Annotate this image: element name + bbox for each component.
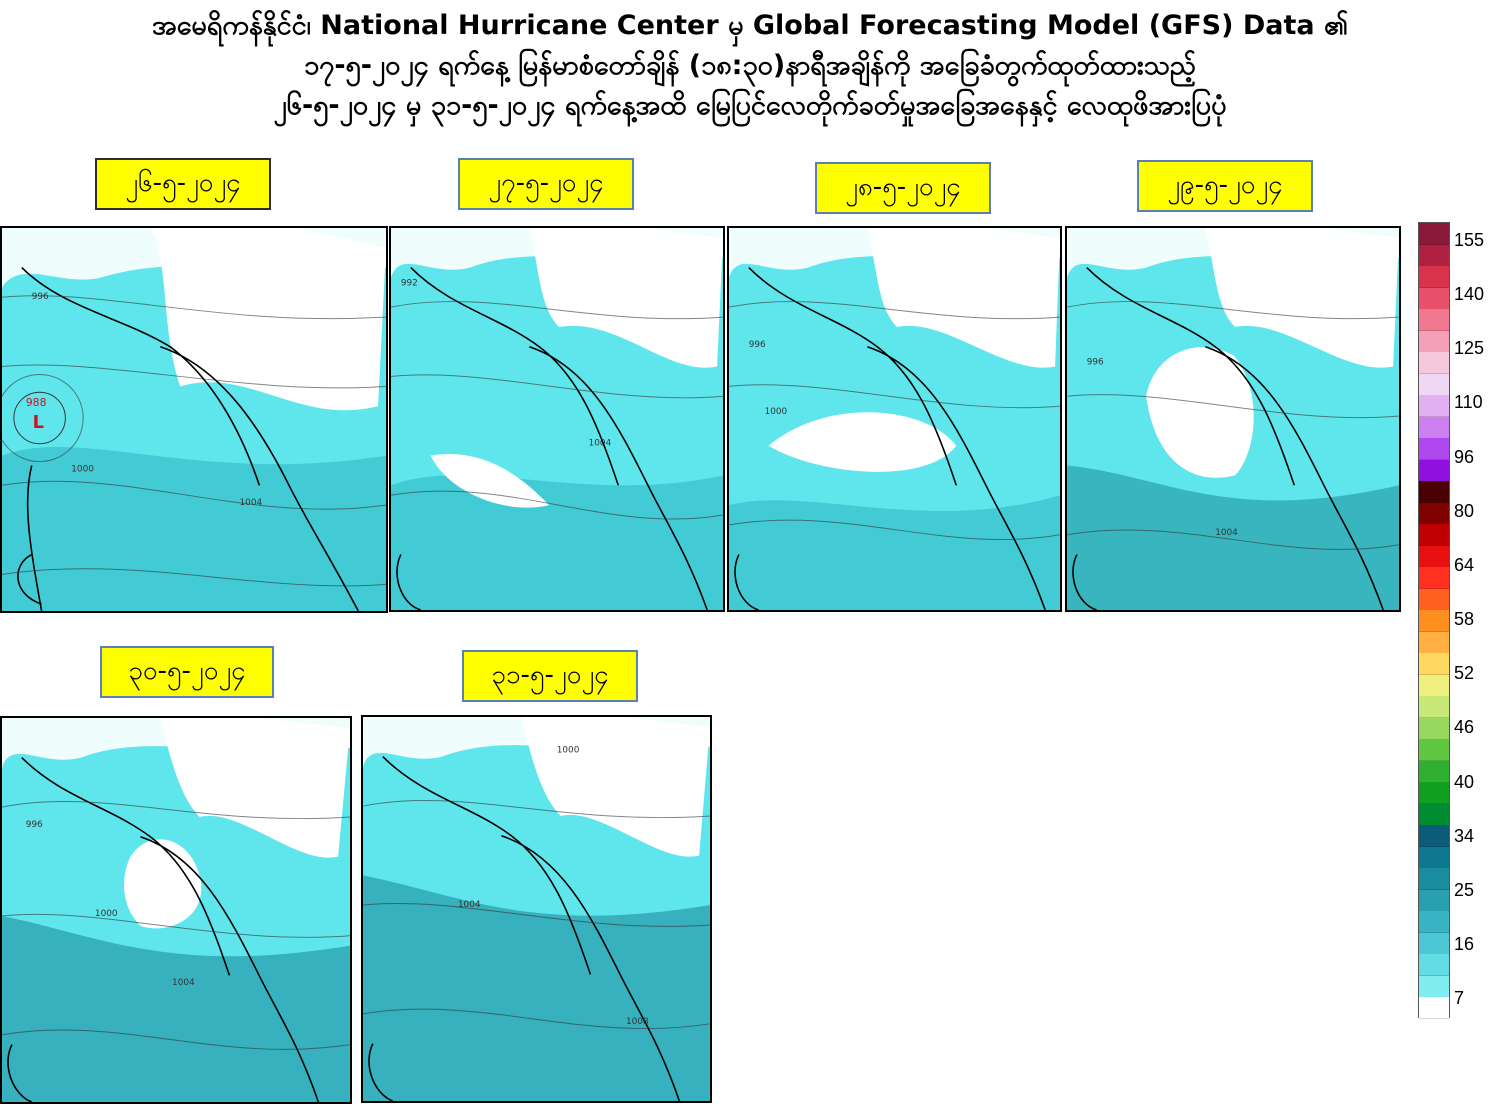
- isobar-label: 1004: [172, 978, 195, 988]
- wind-speed-color-legend: [1418, 222, 1450, 1018]
- legend-label: 155: [1454, 230, 1484, 251]
- date-label-1: ၂၆-၅-၂၀၂၄: [95, 158, 271, 210]
- isobar-label: 996: [749, 340, 766, 350]
- legend-color-step: [1419, 589, 1449, 611]
- date-label-6: ၃၁-၅-၂၀၂၄: [462, 650, 638, 702]
- isobar-label: 1004: [1215, 528, 1238, 538]
- legend-color-step: [1419, 696, 1449, 718]
- legend-label: 96: [1454, 447, 1474, 468]
- legend-color-step: [1419, 804, 1449, 826]
- legend-label: 140: [1454, 284, 1484, 305]
- forecast-map-2: 992 1004: [391, 228, 723, 610]
- legend-color-step: [1419, 976, 1449, 998]
- legend-color-step: [1419, 739, 1449, 761]
- legend-label: 58: [1454, 609, 1474, 630]
- legend-color-step: [1419, 954, 1449, 976]
- forecast-map-panel-3: 996 1000: [727, 226, 1062, 612]
- legend-color-step: [1419, 825, 1449, 847]
- isobar-label: 996: [1087, 358, 1104, 368]
- legend-color-step: [1419, 395, 1449, 417]
- isobar-label: 996: [32, 292, 49, 302]
- legend-color-step: [1419, 524, 1449, 546]
- legend-color-step: [1419, 223, 1449, 245]
- forecast-map-6: 1000 1004 1008: [363, 717, 710, 1101]
- legend-color-step: [1419, 911, 1449, 933]
- legend-color-step: [1419, 653, 1449, 675]
- legend-color-step: [1419, 933, 1449, 955]
- forecast-map-panel-1: 988 L 996 1000 1004: [0, 226, 388, 613]
- legend-color-step: [1419, 266, 1449, 288]
- legend-label: 46: [1454, 717, 1474, 738]
- date-label-2: ၂၇-၅-၂၀၂၄: [458, 158, 634, 210]
- date-label-3: ၂၈-၅-၂၀၂၄: [815, 162, 991, 214]
- forecast-map-panel-5: 996 1000 1004: [0, 716, 352, 1104]
- legend-label: 64: [1454, 555, 1474, 576]
- isobar-label: 1000: [765, 407, 788, 417]
- legend-color-step: [1419, 331, 1449, 353]
- legend-label: 125: [1454, 338, 1484, 359]
- legend-label: 7: [1454, 988, 1464, 1009]
- legend-color-step: [1419, 481, 1449, 503]
- legend-color-step: [1419, 503, 1449, 525]
- legend-color-step: [1419, 460, 1449, 482]
- legend-color-step: [1419, 675, 1449, 697]
- forecast-map-4: 996 1004: [1067, 228, 1399, 610]
- legend-color-step: [1419, 417, 1449, 439]
- legend-color-step: [1419, 997, 1449, 1019]
- date-label-4: ၂၉-၅-၂၀၂၄: [1137, 160, 1313, 212]
- legend-label: 16: [1454, 934, 1474, 955]
- legend-label: 34: [1454, 826, 1474, 847]
- isobar-label: 996: [26, 820, 43, 830]
- legend-color-step: [1419, 610, 1449, 632]
- low-pressure-symbol: L: [33, 412, 44, 433]
- title-line-1: အမေရိကန်နိုင်ငံ၊ National Hurricane Cent…: [0, 6, 1500, 46]
- isobar-label: 1000: [557, 746, 580, 756]
- legend-label: 25: [1454, 880, 1474, 901]
- isobar-label: 1000: [71, 464, 94, 474]
- legend-color-step: [1419, 868, 1449, 890]
- page-title: အမေရိကန်နိုင်ငံ၊ National Hurricane Cent…: [0, 6, 1500, 126]
- isobar-label: 1004: [589, 439, 612, 449]
- isobar-label: 1008: [626, 1017, 649, 1027]
- isobar-label: 1004: [240, 498, 263, 508]
- legend-color-step: [1419, 782, 1449, 804]
- forecast-map-panel-2: 992 1004: [389, 226, 725, 612]
- legend-color-step: [1419, 761, 1449, 783]
- forecast-map-panel-4: 996 1004: [1065, 226, 1401, 612]
- legend-color-step: [1419, 245, 1449, 267]
- forecast-map-5: 996 1000 1004: [2, 718, 350, 1102]
- legend-label: 52: [1454, 663, 1474, 684]
- legend-color-step: [1419, 847, 1449, 869]
- legend-color-step: [1419, 288, 1449, 310]
- title-line-3: ၂၆-၅-၂၀၂၄ မှ ၃၁-၅-၂၀၂၄ ရက်နေ့အထိ မြေပြင်…: [0, 86, 1500, 126]
- legend-color-step: [1419, 374, 1449, 396]
- legend-color-step: [1419, 632, 1449, 654]
- legend-color-step: [1419, 546, 1449, 568]
- legend-color-step: [1419, 438, 1449, 460]
- legend-color-step: [1419, 309, 1449, 331]
- title-line-2: ၁၇-၅-၂၀၂၄ ရက်နေ့ မြန်မာစံတော်ချိန် (၁၈:၃…: [0, 46, 1500, 86]
- forecast-map-panel-6: 1000 1004 1008: [361, 715, 712, 1103]
- low-pressure-value: 988: [26, 396, 47, 409]
- isobar-label: 992: [401, 278, 418, 288]
- legend-color-step: [1419, 718, 1449, 740]
- legend-label: 40: [1454, 772, 1474, 793]
- legend-color-step: [1419, 352, 1449, 374]
- forecast-map-3: 996 1000: [729, 228, 1060, 610]
- isobar-label: 1000: [95, 909, 118, 919]
- legend-color-step: [1419, 567, 1449, 589]
- legend-color-step: [1419, 890, 1449, 912]
- legend-label: 80: [1454, 501, 1474, 522]
- isobar-label: 1004: [458, 900, 481, 910]
- forecast-map-1: 988 L 996 1000 1004: [2, 228, 386, 611]
- legend-label: 110: [1454, 392, 1483, 413]
- date-label-5: ၃၀-၅-၂၀၂၄: [100, 646, 274, 698]
